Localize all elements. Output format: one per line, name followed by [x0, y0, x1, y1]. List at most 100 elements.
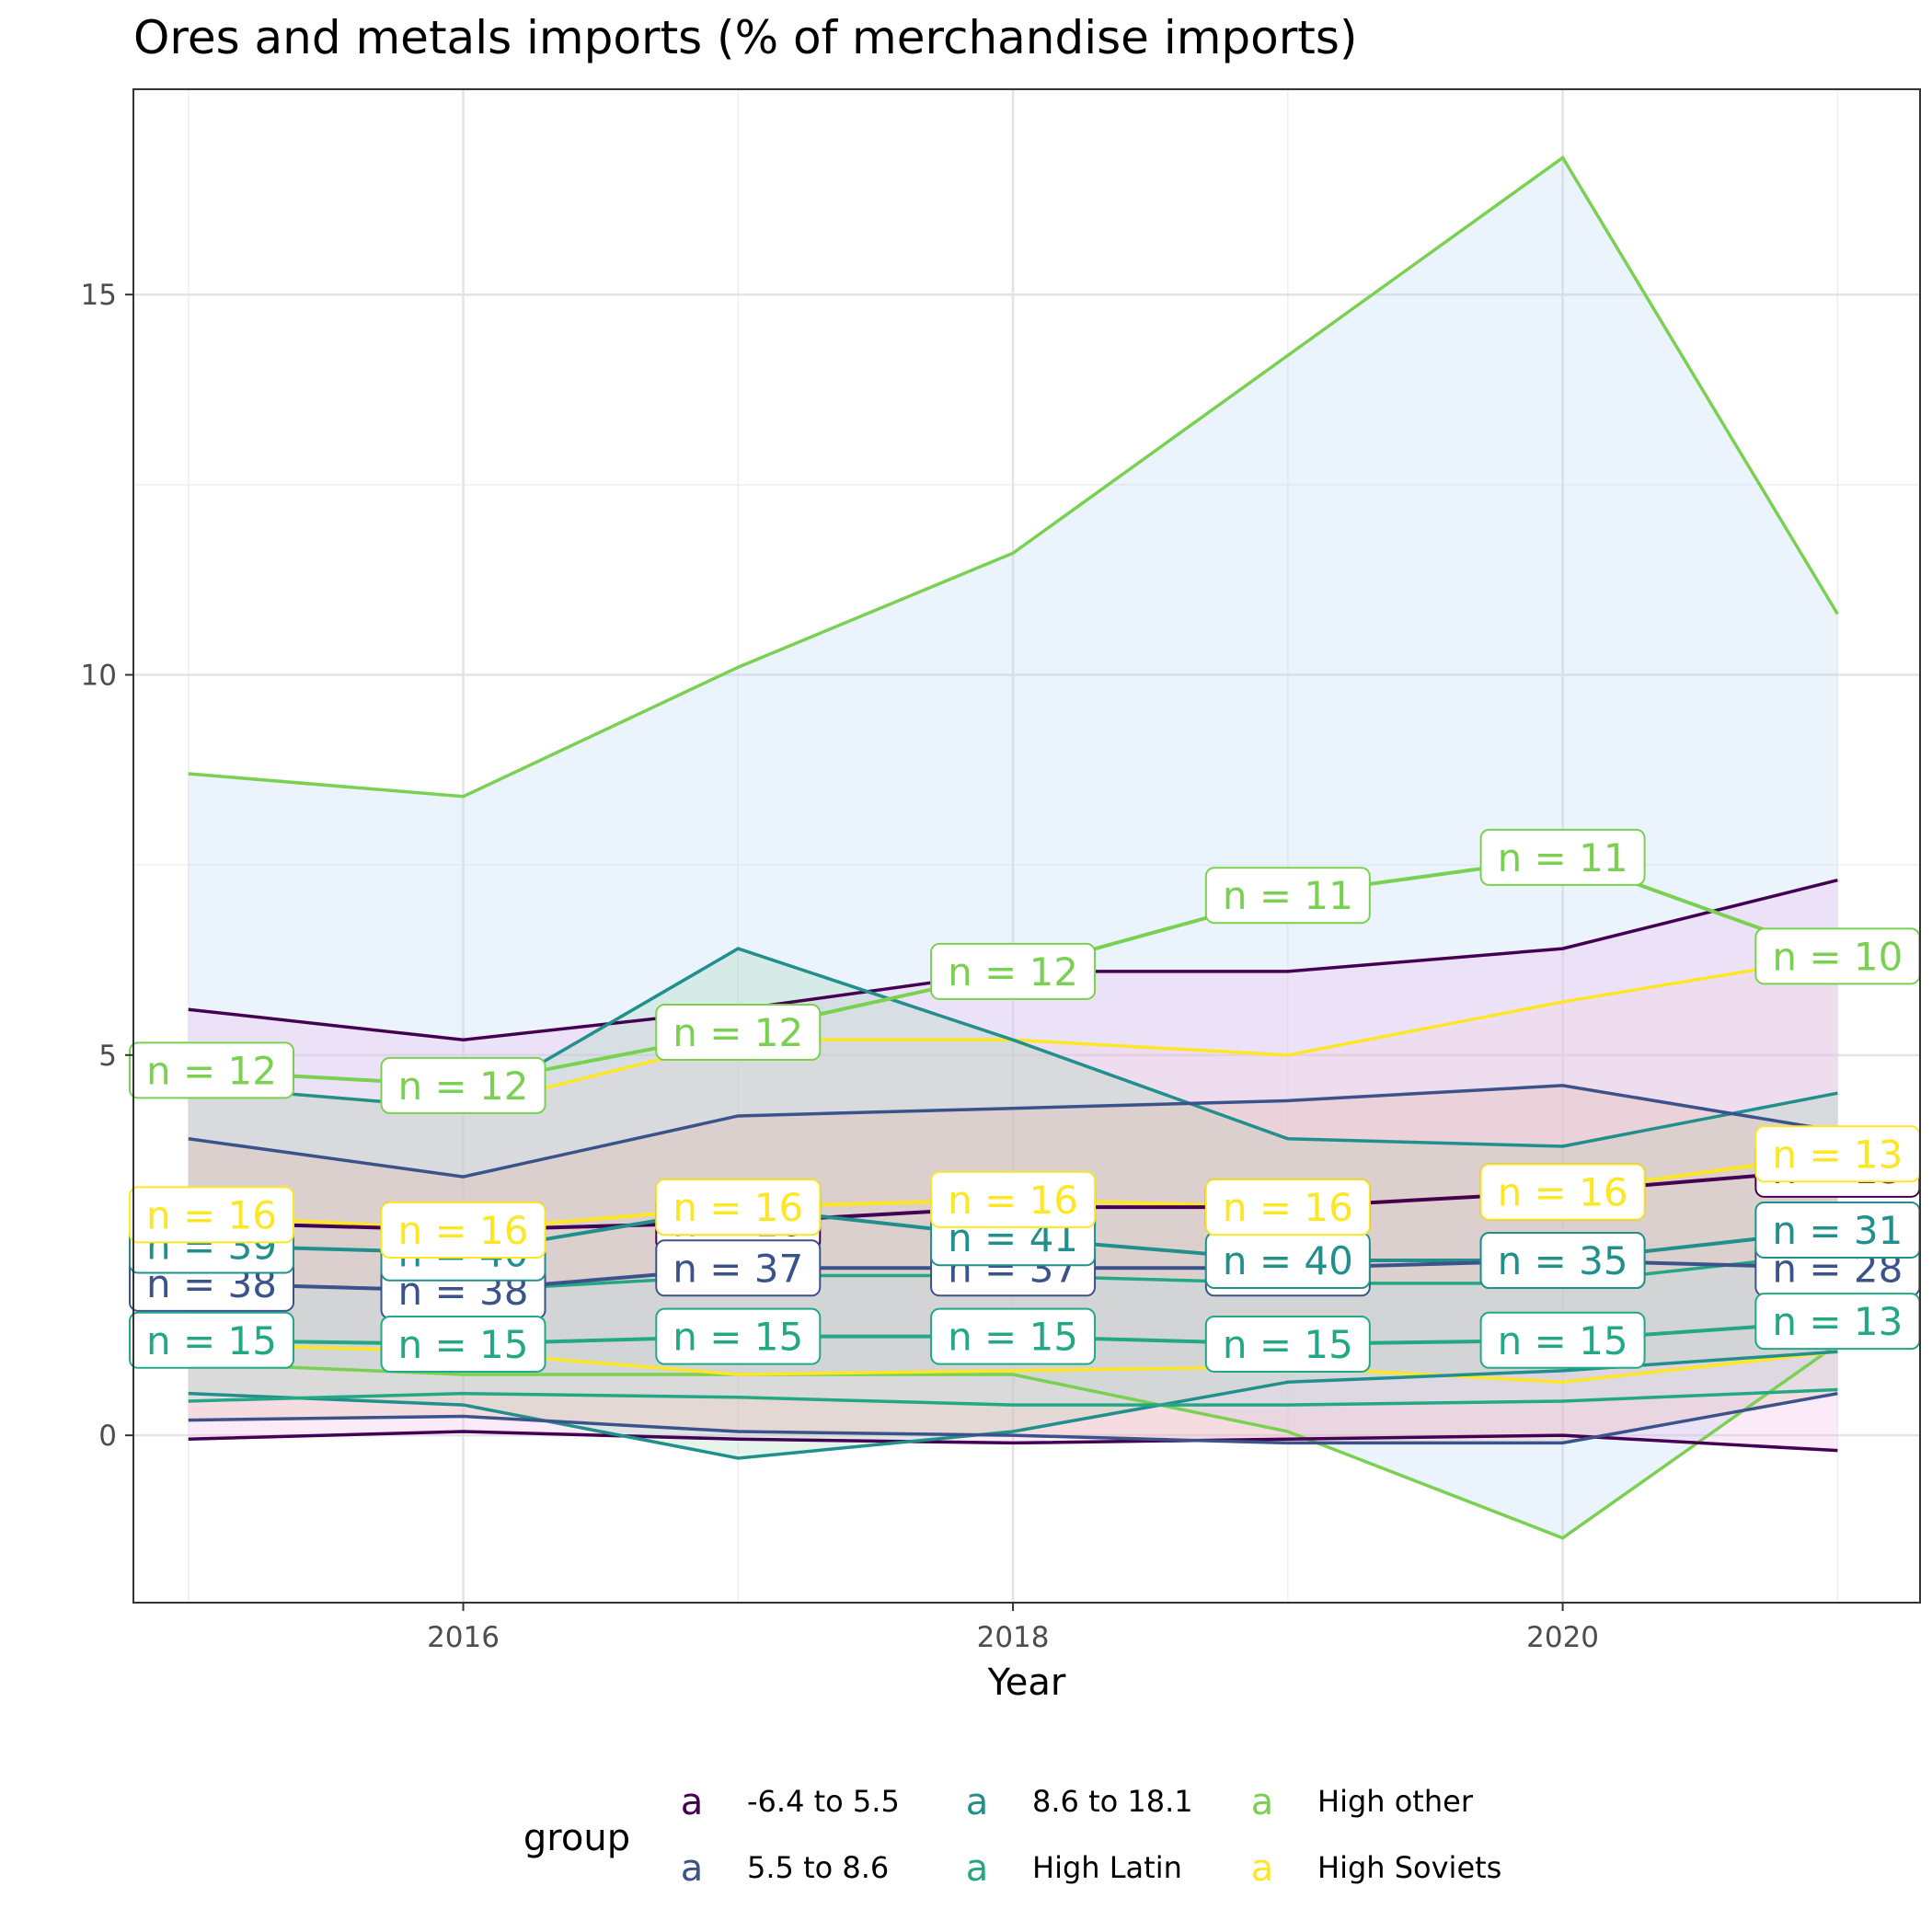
n-label-box	[1479, 1163, 1646, 1221]
n-label-box	[930, 1307, 1097, 1365]
legend-label: 8.6 to 18.1	[1032, 1784, 1193, 1819]
series-upper-line	[188, 1084, 1838, 1179]
n-label: n = 10	[1754, 927, 1921, 985]
n-label-box	[655, 1004, 822, 1062]
legend-label: -6.4 to 5.5	[747, 1784, 900, 1819]
y-tick-label: 0	[98, 1420, 117, 1453]
n-label-text: n = 15	[1498, 1318, 1628, 1363]
plot-border	[132, 88, 1921, 1604]
n-label-text: n = 13	[1772, 1299, 1903, 1344]
x-tick-label: 2018	[977, 1621, 1050, 1654]
n-label-box	[380, 1315, 546, 1373]
n-label: n = 40	[1204, 1232, 1371, 1290]
legend-label: 5.5 to 8.6	[747, 1850, 889, 1885]
n-label-text: n = 15	[1223, 1322, 1353, 1367]
n-label-text: n = 40	[1223, 1238, 1353, 1283]
legend-label: High Latin	[1032, 1850, 1182, 1885]
legend-item: a High Latin	[966, 1847, 1182, 1890]
n-label-text: n = 16	[1498, 1170, 1628, 1215]
x-axis-title: Year	[987, 1662, 1066, 1704]
n-label: n = 16	[930, 1170, 1097, 1228]
series-lower-line	[188, 1430, 1838, 1453]
n-label-box	[1479, 828, 1646, 886]
legend-item: a High Soviets	[1251, 1847, 1502, 1890]
legend-key-glyph: a	[681, 1781, 704, 1823]
x-tick-label: 2020	[1526, 1621, 1599, 1654]
legend-item: a High other	[1251, 1781, 1474, 1823]
legend-key-glyph: a	[1251, 1781, 1274, 1823]
y-tick-label: 5	[98, 1040, 117, 1073]
legend-key-glyph: a	[966, 1847, 989, 1890]
n-label-text: n = 31	[1772, 1208, 1903, 1253]
n-label: n = 11	[1479, 828, 1646, 886]
n-label-text: n = 15	[398, 1322, 529, 1367]
n-label-text: n = 16	[398, 1208, 529, 1253]
n-label: n = 35	[1479, 1232, 1646, 1290]
legend-label: High Soviets	[1317, 1850, 1501, 1885]
legend-item: a -6.4 to 5.5	[681, 1781, 900, 1823]
n-label: n = 15	[1479, 1311, 1646, 1369]
n-label-text: n = 12	[948, 949, 1078, 995]
x-axis: 2016 2018 2020	[427, 1603, 1599, 1654]
n-label-box	[129, 1311, 294, 1369]
n-label: n = 12	[380, 1056, 546, 1114]
x-tick-label: 2016	[427, 1621, 500, 1654]
n-label: n = 15	[1204, 1315, 1371, 1373]
n-label: n = 12	[655, 1004, 822, 1062]
n-label-box	[380, 1056, 546, 1114]
n-label-box	[1204, 867, 1371, 925]
n-label-box	[930, 942, 1097, 1000]
series-lower-line	[188, 1387, 1838, 1407]
n-label-text: n = 37	[673, 1246, 803, 1291]
ribbon-band	[188, 880, 1838, 1451]
legend-title: group	[523, 1817, 630, 1859]
legend-item: a 5.5 to 8.6	[681, 1847, 890, 1890]
n-label-box	[1204, 1315, 1371, 1373]
n-label-box	[1204, 1179, 1371, 1236]
n-label: n = 16	[655, 1179, 822, 1236]
n-label: n = 12	[129, 1041, 294, 1099]
chart-title: Ores and metals imports (% of merchandis…	[133, 11, 1358, 64]
n-label-box	[380, 1201, 546, 1259]
legend-key-glyph: a	[681, 1847, 704, 1890]
n-label: n = 31	[1754, 1201, 1921, 1259]
n-label: n = 16	[1204, 1179, 1371, 1236]
series-lower-line	[188, 1350, 1838, 1460]
n-label: n = 15	[380, 1315, 546, 1373]
n-label-box	[129, 1041, 294, 1099]
n-label-text: n = 15	[673, 1315, 803, 1360]
n-label-text: n = 12	[673, 1010, 803, 1055]
n-label: n = 37	[655, 1239, 822, 1297]
n-label-text: n = 11	[1223, 873, 1353, 918]
legend-key-glyph: a	[1251, 1847, 1274, 1890]
y-axis: 0 5 10 15	[81, 279, 133, 1453]
y-tick-label: 10	[81, 660, 117, 693]
n-label: n = 15	[655, 1307, 822, 1365]
series-lower-line	[188, 1391, 1838, 1445]
n-label: n = 13	[1754, 1125, 1921, 1183]
legend-key-glyph: a	[966, 1781, 989, 1823]
legend-item: a 8.6 to 18.1	[966, 1781, 1193, 1823]
n-label-box	[1479, 1311, 1646, 1369]
n-label-text: n = 12	[146, 1048, 277, 1093]
n-label-text: n = 16	[948, 1178, 1078, 1223]
n-label-box	[930, 1170, 1097, 1228]
n-label-text: n = 12	[398, 1064, 529, 1109]
n-label-box	[655, 1179, 822, 1236]
n-label-box	[129, 1186, 294, 1244]
n-label: n = 16	[1479, 1163, 1646, 1221]
n-label-text: n = 15	[948, 1315, 1078, 1360]
n-label: n = 15	[930, 1307, 1097, 1365]
n-label-text: n = 13	[1772, 1132, 1903, 1177]
n-label-box	[655, 1307, 822, 1365]
ribbon-band	[188, 956, 1838, 1383]
n-labels: n = 16 n = 16 n = 16 n = 16 n = 16 n = 16 n = …	[129, 828, 1921, 1373]
n-label-text: n = 16	[673, 1185, 803, 1230]
n-label-text: n = 11	[1498, 835, 1628, 880]
ribbon-band	[188, 157, 1838, 1538]
n-label: n = 12	[930, 942, 1097, 1000]
n-label: n = 13	[1754, 1293, 1921, 1351]
n-label-text: n = 15	[146, 1318, 277, 1363]
n-label-box	[655, 1239, 822, 1297]
